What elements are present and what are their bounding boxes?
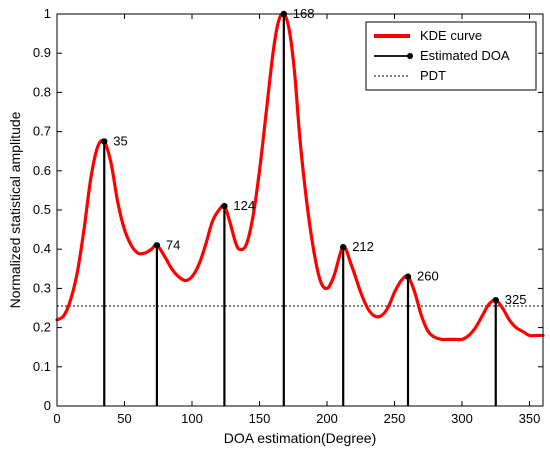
y-tick-label: 0.6 <box>33 163 51 178</box>
x-tick-label: 200 <box>316 411 338 426</box>
y-tick-label: 0.1 <box>33 359 51 374</box>
legend: KDE curve Estimated DOA PDT <box>365 21 537 91</box>
x-tick-label: 350 <box>519 411 541 426</box>
x-tick-label: 150 <box>249 411 271 426</box>
doa-peak-label: 35 <box>113 133 127 148</box>
legend-doa-label: Estimated DOA <box>420 48 510 63</box>
doa-peak-label: 212 <box>352 239 374 254</box>
legend-doa-marker <box>407 53 413 59</box>
doa-marker <box>404 273 412 280</box>
doa-marker <box>221 202 228 210</box>
doa-marker <box>153 242 161 249</box>
y-tick-label: 0.2 <box>33 320 51 335</box>
y-tick-label: 0.5 <box>33 202 51 217</box>
doa-marker <box>492 296 499 304</box>
y-tick-label: 0.8 <box>33 84 51 99</box>
doa-marker <box>101 138 108 145</box>
y-axis-label: Normalized statistical amplitude <box>7 111 23 308</box>
y-tick-label: 0.7 <box>33 124 51 139</box>
legend-kde-label: KDE curve <box>420 28 482 43</box>
x-axis-label: DOA estimation(Degree) <box>224 430 377 446</box>
x-tick-label: 300 <box>451 411 473 426</box>
y-tick-label: 0 <box>44 398 51 413</box>
doa-peak-label: 325 <box>505 292 527 307</box>
doa-peak-label: 74 <box>166 237 180 252</box>
y-tick-label: 0.9 <box>33 45 51 60</box>
y-tick-label: 1 <box>44 6 51 21</box>
doa-peak-label: 260 <box>417 269 439 284</box>
y-tick-label: 0.4 <box>33 241 51 256</box>
x-tick-label: 50 <box>117 411 131 426</box>
doa-marker <box>340 244 347 251</box>
y-tick-label: 0.3 <box>33 280 51 295</box>
x-tick-label: 0 <box>53 411 60 426</box>
kde-curve <box>55 12 545 342</box>
x-tick-label: 250 <box>384 411 406 426</box>
legend-pdt-label: PDT <box>420 68 446 83</box>
doa-peak-label: 124 <box>233 198 255 213</box>
x-tick-label: 100 <box>181 411 203 426</box>
